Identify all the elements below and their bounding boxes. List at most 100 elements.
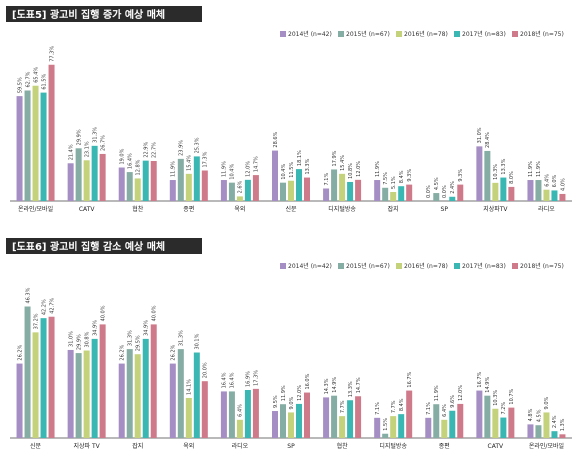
bar [339, 416, 346, 438]
data-label: 42.7% [49, 298, 55, 314]
bar [228, 182, 235, 201]
bar [118, 363, 125, 438]
chart-2-title-bar [6, 238, 202, 254]
data-label: 22.9% [144, 142, 150, 158]
data-label: 2.6% [238, 180, 244, 193]
legend-swatch [454, 31, 460, 37]
data-label: 65.4% [33, 67, 39, 83]
bar [492, 408, 499, 438]
bar [75, 148, 82, 201]
bar [280, 404, 286, 438]
bar [406, 390, 413, 438]
category-label: SP [287, 443, 295, 450]
bar [185, 173, 192, 201]
data-label: 13.3% [348, 381, 354, 397]
bar [32, 332, 39, 438]
category-label: 옥외 [234, 206, 245, 213]
data-label: 13.3% [501, 158, 507, 174]
data-label: 6.4% [544, 174, 550, 187]
bar [390, 192, 397, 201]
data-label: 17.3% [254, 370, 260, 386]
data-label: 11.9% [375, 161, 381, 177]
data-label: 11.9% [171, 161, 177, 177]
data-label: 16.7% [407, 371, 413, 387]
bar [40, 92, 47, 201]
bar [457, 184, 464, 201]
data-label: 6.0% [552, 174, 558, 187]
bar [244, 390, 251, 438]
data-label: 59.5% [17, 77, 23, 93]
bar [433, 404, 440, 438]
data-label: 12.0% [458, 385, 464, 401]
legend-swatch [396, 263, 402, 269]
data-label: 1.5% [383, 418, 389, 431]
bar [67, 163, 74, 201]
bar [272, 150, 278, 201]
bar [16, 363, 23, 438]
data-label: 9.3% [458, 169, 464, 182]
category-label: 협찬 [132, 205, 144, 213]
data-label: 46.3% [25, 287, 31, 303]
data-label: 9.0% [289, 396, 295, 409]
bar [331, 395, 338, 438]
legend-swatch [280, 263, 286, 269]
data-label: 5.1% [391, 176, 397, 189]
bar [323, 188, 330, 201]
data-label: 0.0% [426, 185, 432, 198]
data-label: 9.3% [407, 169, 413, 182]
data-label: 7.1% [375, 402, 381, 415]
data-label: 40.0% [152, 305, 158, 321]
bar [134, 178, 141, 201]
bar [304, 392, 310, 438]
data-label: 7.1% [426, 402, 432, 415]
category-label: CATV [79, 206, 95, 213]
bar [75, 353, 82, 438]
bar [492, 182, 499, 201]
legend-label: 2016년 (n=78) [404, 262, 448, 270]
bar [24, 306, 31, 438]
bar [457, 403, 464, 438]
bar [16, 96, 23, 201]
bar [543, 412, 550, 438]
legend-label: 2014년 (n=42) [288, 262, 332, 270]
data-label: 62.7% [25, 71, 31, 87]
data-label: 7.1% [324, 173, 330, 186]
bar [40, 318, 47, 438]
data-label: 6.4% [442, 404, 448, 417]
data-label: 11.5% [289, 162, 295, 178]
chart-2-plot: 2014년 (n=42) 2015년 (n=67) 2016년 (n=78) 2017… [10, 262, 572, 450]
bar [535, 425, 542, 438]
legend-swatch [280, 31, 286, 37]
category-label: 협찬 [337, 442, 349, 450]
category-label: 종편 [439, 442, 450, 450]
bar [449, 410, 456, 438]
bar [484, 395, 491, 438]
data-label: 31.3% [179, 330, 185, 346]
bar [449, 196, 456, 201]
bar [177, 349, 184, 438]
data-label: 19.0% [120, 148, 126, 164]
data-label: 26.2% [120, 344, 126, 360]
bar [48, 316, 55, 438]
category-label: 잡지 [132, 442, 143, 450]
bar [142, 338, 149, 438]
bar [24, 90, 31, 201]
data-label: 10.4% [281, 164, 287, 180]
category-label: 디지털방송 [379, 442, 407, 450]
data-label: 0.0% [442, 185, 448, 198]
data-label: 11.9% [222, 161, 228, 177]
data-label: 11.9% [528, 161, 534, 177]
category-label: 라디오 [538, 205, 555, 213]
data-label: 16.0% [305, 373, 311, 389]
bar [201, 381, 208, 438]
data-label: 31.3% [128, 330, 134, 346]
data-label: 17.9% [332, 150, 338, 166]
chart-2-title: [도표6] 광고비 집행 감소 예상 매체 [12, 240, 165, 253]
data-label: 10.3% [493, 390, 499, 406]
data-label: 26.7% [100, 135, 106, 151]
data-label: 2.4% [552, 415, 558, 428]
data-label: 34.9% [92, 320, 98, 336]
bar [288, 412, 294, 438]
chart-2: [도표6] 광고비 집행 감소 예상 매체 [6, 238, 202, 254]
bar [355, 179, 362, 201]
